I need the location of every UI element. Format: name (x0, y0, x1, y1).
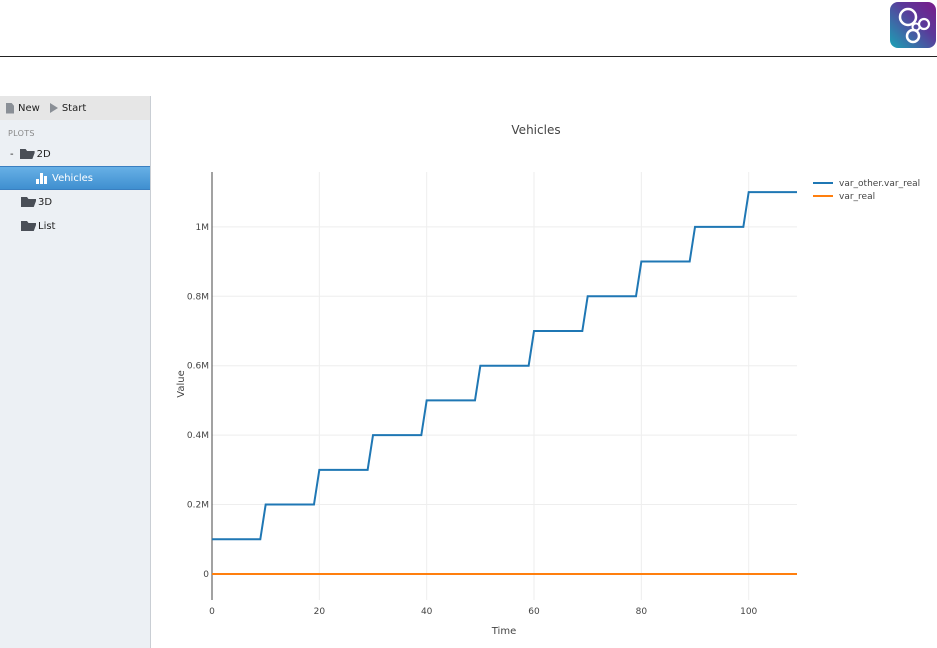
folder-open-icon (21, 221, 36, 231)
x-tick-label: 20 (314, 607, 326, 617)
folder-open-icon (19, 149, 35, 159)
x-tick-label: 60 (528, 607, 540, 617)
tree-node-label: List (38, 220, 56, 232)
y-tick-label: 0.6M (187, 362, 209, 372)
tree-node-label: 2D (36, 148, 51, 160)
header (0, 0, 937, 57)
start-button[interactable]: Start (49, 102, 87, 114)
x-tick-label: 40 (421, 607, 433, 617)
plots-section-label: PLOTS (8, 129, 35, 138)
y-tick-label: 0.8M (187, 292, 209, 302)
x-tick-label: 80 (636, 607, 648, 617)
series-line-var-other-var-real (212, 191, 797, 541)
tree-node-label: Vehicles (52, 172, 93, 184)
x-tick-label: 0 (209, 607, 215, 617)
app-logo[interactable] (890, 2, 936, 48)
tree-node-label: 3D (38, 196, 53, 208)
y-tick-label: 0 (203, 570, 209, 580)
x-axis-label: Time (491, 626, 516, 637)
x-tick-label: 100 (740, 607, 757, 617)
y-tick-label: 0.4M (187, 431, 209, 441)
folder-open-icon (21, 197, 36, 207)
new-button[interactable]: New (6, 102, 40, 114)
chart-title: Vehicles (511, 123, 560, 137)
sidebar: New Start PLOTS - 2D Vehicles 3D List (0, 96, 151, 648)
start-label: Start (61, 102, 87, 114)
sidebar-toolbar: New Start (0, 96, 150, 120)
legend-label: var_real (839, 192, 875, 202)
bar-chart-icon (36, 172, 47, 184)
tree-node-2d[interactable]: - 2D (0, 142, 150, 166)
new-label: New (18, 102, 40, 114)
legend-label: var_other.var_real (839, 179, 920, 189)
circles-logo-icon (898, 7, 931, 44)
y-axis-label: Value (176, 370, 187, 397)
y-tick-label: 1M (196, 223, 210, 233)
y-tick-label: 0.2M (187, 501, 209, 511)
tree-node-3d[interactable]: 3D (0, 190, 150, 214)
collapse-toggle[interactable]: - (10, 148, 14, 160)
document-icon (6, 102, 14, 114)
play-icon (49, 103, 58, 113)
tree-node-vehicles[interactable]: Vehicles (0, 166, 150, 190)
tree-node-list[interactable]: List (0, 214, 150, 238)
